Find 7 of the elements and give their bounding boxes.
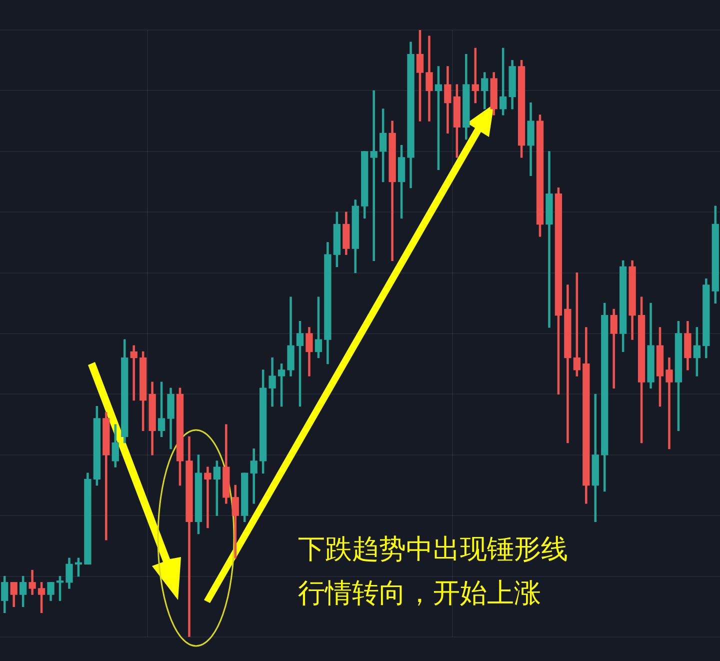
- candlestick: [370, 90, 378, 261]
- candlestick: [204, 466, 212, 528]
- annotation: 行情转向，开始上涨: [298, 577, 542, 611]
- candlestick: [546, 151, 553, 328]
- candlestick: [666, 357, 673, 450]
- candlestick: [130, 345, 138, 401]
- annotation: 下跌趋势中出现锤形线: [298, 533, 568, 567]
